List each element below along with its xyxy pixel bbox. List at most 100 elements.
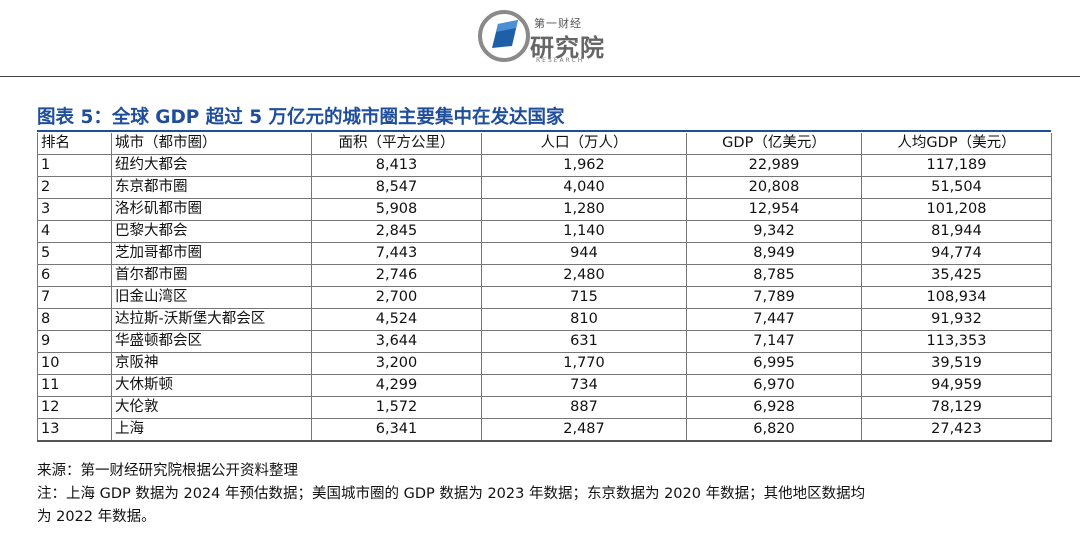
rank-cell: 12 [37, 396, 112, 419]
rank-cell: 11 [37, 374, 112, 397]
population-cell: 1,140 [481, 220, 687, 243]
area-cell: 7,443 [311, 242, 482, 265]
table-row: 2 东京都市圈 8,547 4,040 20,808 51,504 [37, 176, 1052, 199]
gdp-per-capita-cell: 39,519 [861, 352, 1052, 375]
city-cell: 京阪神 [111, 352, 312, 375]
rank-cell: 1 [37, 154, 112, 177]
gdp-per-capita-cell: 117,189 [861, 154, 1052, 177]
gdp-cell: 22,989 [686, 154, 862, 177]
rank-cell: 5 [37, 242, 112, 265]
population-cell: 1,280 [481, 198, 687, 221]
gdp-cell: 8,949 [686, 242, 862, 265]
city-cell: 巴黎大都会 [111, 220, 312, 243]
city-cell: 旧金山湾区 [111, 286, 312, 309]
gdp-cell: 7,789 [686, 286, 862, 309]
gdp-per-capita-cell: 113,353 [861, 330, 1052, 353]
population-cell: 4,040 [481, 176, 687, 199]
city-cell: 达拉斯-沃斯堡大都会区 [111, 308, 312, 331]
area-cell: 2,700 [311, 286, 482, 309]
footnote-line-2: 为 2022 年数据。 [37, 509, 156, 525]
table-row: 12 大伦敦 1,572 887 6,928 78,129 [37, 396, 1052, 419]
gdp-per-capita-cell: 108,934 [861, 286, 1052, 309]
population-cell: 2,487 [481, 418, 687, 442]
col-header-gdp: GDP（亿美元） [686, 133, 862, 155]
col-header-rank: 排名 [37, 133, 112, 155]
logo-top-text: 第一财经 [534, 17, 582, 30]
gdp-per-capita-cell: 91,932 [861, 308, 1052, 331]
gdp-cell: 7,447 [686, 308, 862, 331]
gdp-per-capita-cell: 101,208 [861, 198, 1052, 221]
rank-cell: 7 [37, 286, 112, 309]
rank-cell: 10 [37, 352, 112, 375]
area-cell: 4,299 [311, 374, 482, 397]
research-institute-logo: 第一财经 研究院 RESEARCH [478, 8, 606, 68]
table-row: 7 旧金山湾区 2,700 715 7,789 108,934 [37, 286, 1052, 309]
city-cell: 上海 [111, 418, 312, 442]
population-cell: 715 [481, 286, 687, 309]
gdp-per-capita-cell: 81,944 [861, 220, 1052, 243]
area-cell: 8,547 [311, 176, 482, 199]
city-cell: 大伦敦 [111, 396, 312, 419]
col-header-city: 城市（都市圈） [111, 133, 312, 155]
city-cell: 洛杉矶都市圈 [111, 198, 312, 221]
table-header-row: 排名 城市（都市圈） 面积（平方公里） 人口（万人） GDP（亿美元） 人均GD… [37, 133, 1052, 155]
population-cell: 1,962 [481, 154, 687, 177]
gdp-per-capita-cell: 94,774 [861, 242, 1052, 265]
area-cell: 2,746 [311, 264, 482, 287]
table-row: 1 纽约大都会 8,413 1,962 22,989 117,189 [37, 154, 1052, 177]
gdp-per-capita-cell: 94,959 [861, 374, 1052, 397]
area-cell: 4,524 [311, 308, 482, 331]
gdp-per-capita-cell: 27,423 [861, 418, 1052, 442]
gdp-cell: 7,147 [686, 330, 862, 353]
gdp-cell: 12,954 [686, 198, 862, 221]
table-row: 4 巴黎大都会 2,845 1,140 9,342 81,944 [37, 220, 1052, 243]
city-cell: 东京都市圈 [111, 176, 312, 199]
gdp-cell: 6,928 [686, 396, 862, 419]
population-cell: 734 [481, 374, 687, 397]
table-row: 13 上海 6,341 2,487 6,820 27,423 [37, 418, 1052, 442]
population-cell: 944 [481, 242, 687, 265]
population-cell: 2,480 [481, 264, 687, 287]
figure-title: 图表 5：全球 GDP 超过 5 万亿元的城市圈主要集中在发达国家 [37, 107, 565, 128]
logo-main-text: 研究院 [530, 34, 605, 62]
rank-cell: 6 [37, 264, 112, 287]
col-header-gdp-per-capita: 人均GDP（美元） [861, 133, 1052, 155]
city-cell: 首尔都市圈 [111, 264, 312, 287]
table-row: 9 华盛顿都会区 3,644 631 7,147 113,353 [37, 330, 1052, 353]
city-cell: 芝加哥都市圈 [111, 242, 312, 265]
rank-cell: 13 [37, 418, 112, 442]
gdp-per-capita-cell: 35,425 [861, 264, 1052, 287]
area-cell: 8,413 [311, 154, 482, 177]
population-cell: 631 [481, 330, 687, 353]
page-header: 第一财经 研究院 RESEARCH [0, 0, 1080, 78]
population-cell: 810 [481, 308, 687, 331]
gdp-cell: 6,970 [686, 374, 862, 397]
population-cell: 887 [481, 396, 687, 419]
table-body: 1 纽约大都会 8,413 1,962 22,989 117,189 2 东京都市圈 8,547… [37, 154, 1052, 442]
rank-cell: 9 [37, 330, 112, 353]
footnote-line-1: 注：上海 GDP 数据为 2024 年预估数据；美国城市圈的 GDP 数据为 2… [37, 486, 866, 502]
table-row: 5 芝加哥都市圈 7,443 944 8,949 94,774 [37, 242, 1052, 265]
area-cell: 6,341 [311, 418, 482, 442]
area-cell: 2,845 [311, 220, 482, 243]
gdp-cell: 6,820 [686, 418, 862, 442]
table-row: 6 首尔都市圈 2,746 2,480 8,785 35,425 [37, 264, 1052, 287]
logo-sub-text: RESEARCH [536, 57, 585, 64]
area-cell: 1,572 [311, 396, 482, 419]
table-row: 10 京阪神 3,200 1,770 6,995 39,519 [37, 352, 1052, 375]
table-row: 3 洛杉矶都市圈 5,908 1,280 12,954 101,208 [37, 198, 1052, 221]
table-row: 11 大休斯顿 4,299 734 6,970 94,959 [37, 374, 1052, 397]
gdp-cell: 8,785 [686, 264, 862, 287]
area-cell: 3,644 [311, 330, 482, 353]
gdp-cell: 6,995 [686, 352, 862, 375]
gdp-per-capita-cell: 51,504 [861, 176, 1052, 199]
gdp-cell: 20,808 [686, 176, 862, 199]
rank-cell: 3 [37, 198, 112, 221]
col-header-area: 面积（平方公里） [311, 133, 482, 155]
city-cell: 纽约大都会 [111, 154, 312, 177]
table-row: 8 达拉斯-沃斯堡大都会区 4,524 810 7,447 91,932 [37, 308, 1052, 331]
notes-section: 来源：第一财经研究院根据公开资料整理 注：上海 GDP 数据为 2024 年预估… [37, 460, 1057, 529]
population-cell: 1,770 [481, 352, 687, 375]
gdp-per-capita-cell: 78,129 [861, 396, 1052, 419]
area-cell: 5,908 [311, 198, 482, 221]
